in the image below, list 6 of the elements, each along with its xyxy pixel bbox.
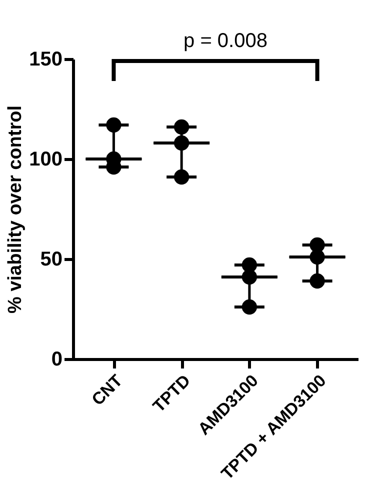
y-tick-label: 50 — [40, 248, 62, 270]
text: p = 0.008 — [184, 30, 268, 52]
y-tick-label: 150 — [29, 48, 62, 70]
y-tick-label: 100 — [29, 148, 62, 170]
y-axis-title: % viability over control — [5, 106, 26, 314]
y-tick-label: 0 — [51, 348, 62, 370]
